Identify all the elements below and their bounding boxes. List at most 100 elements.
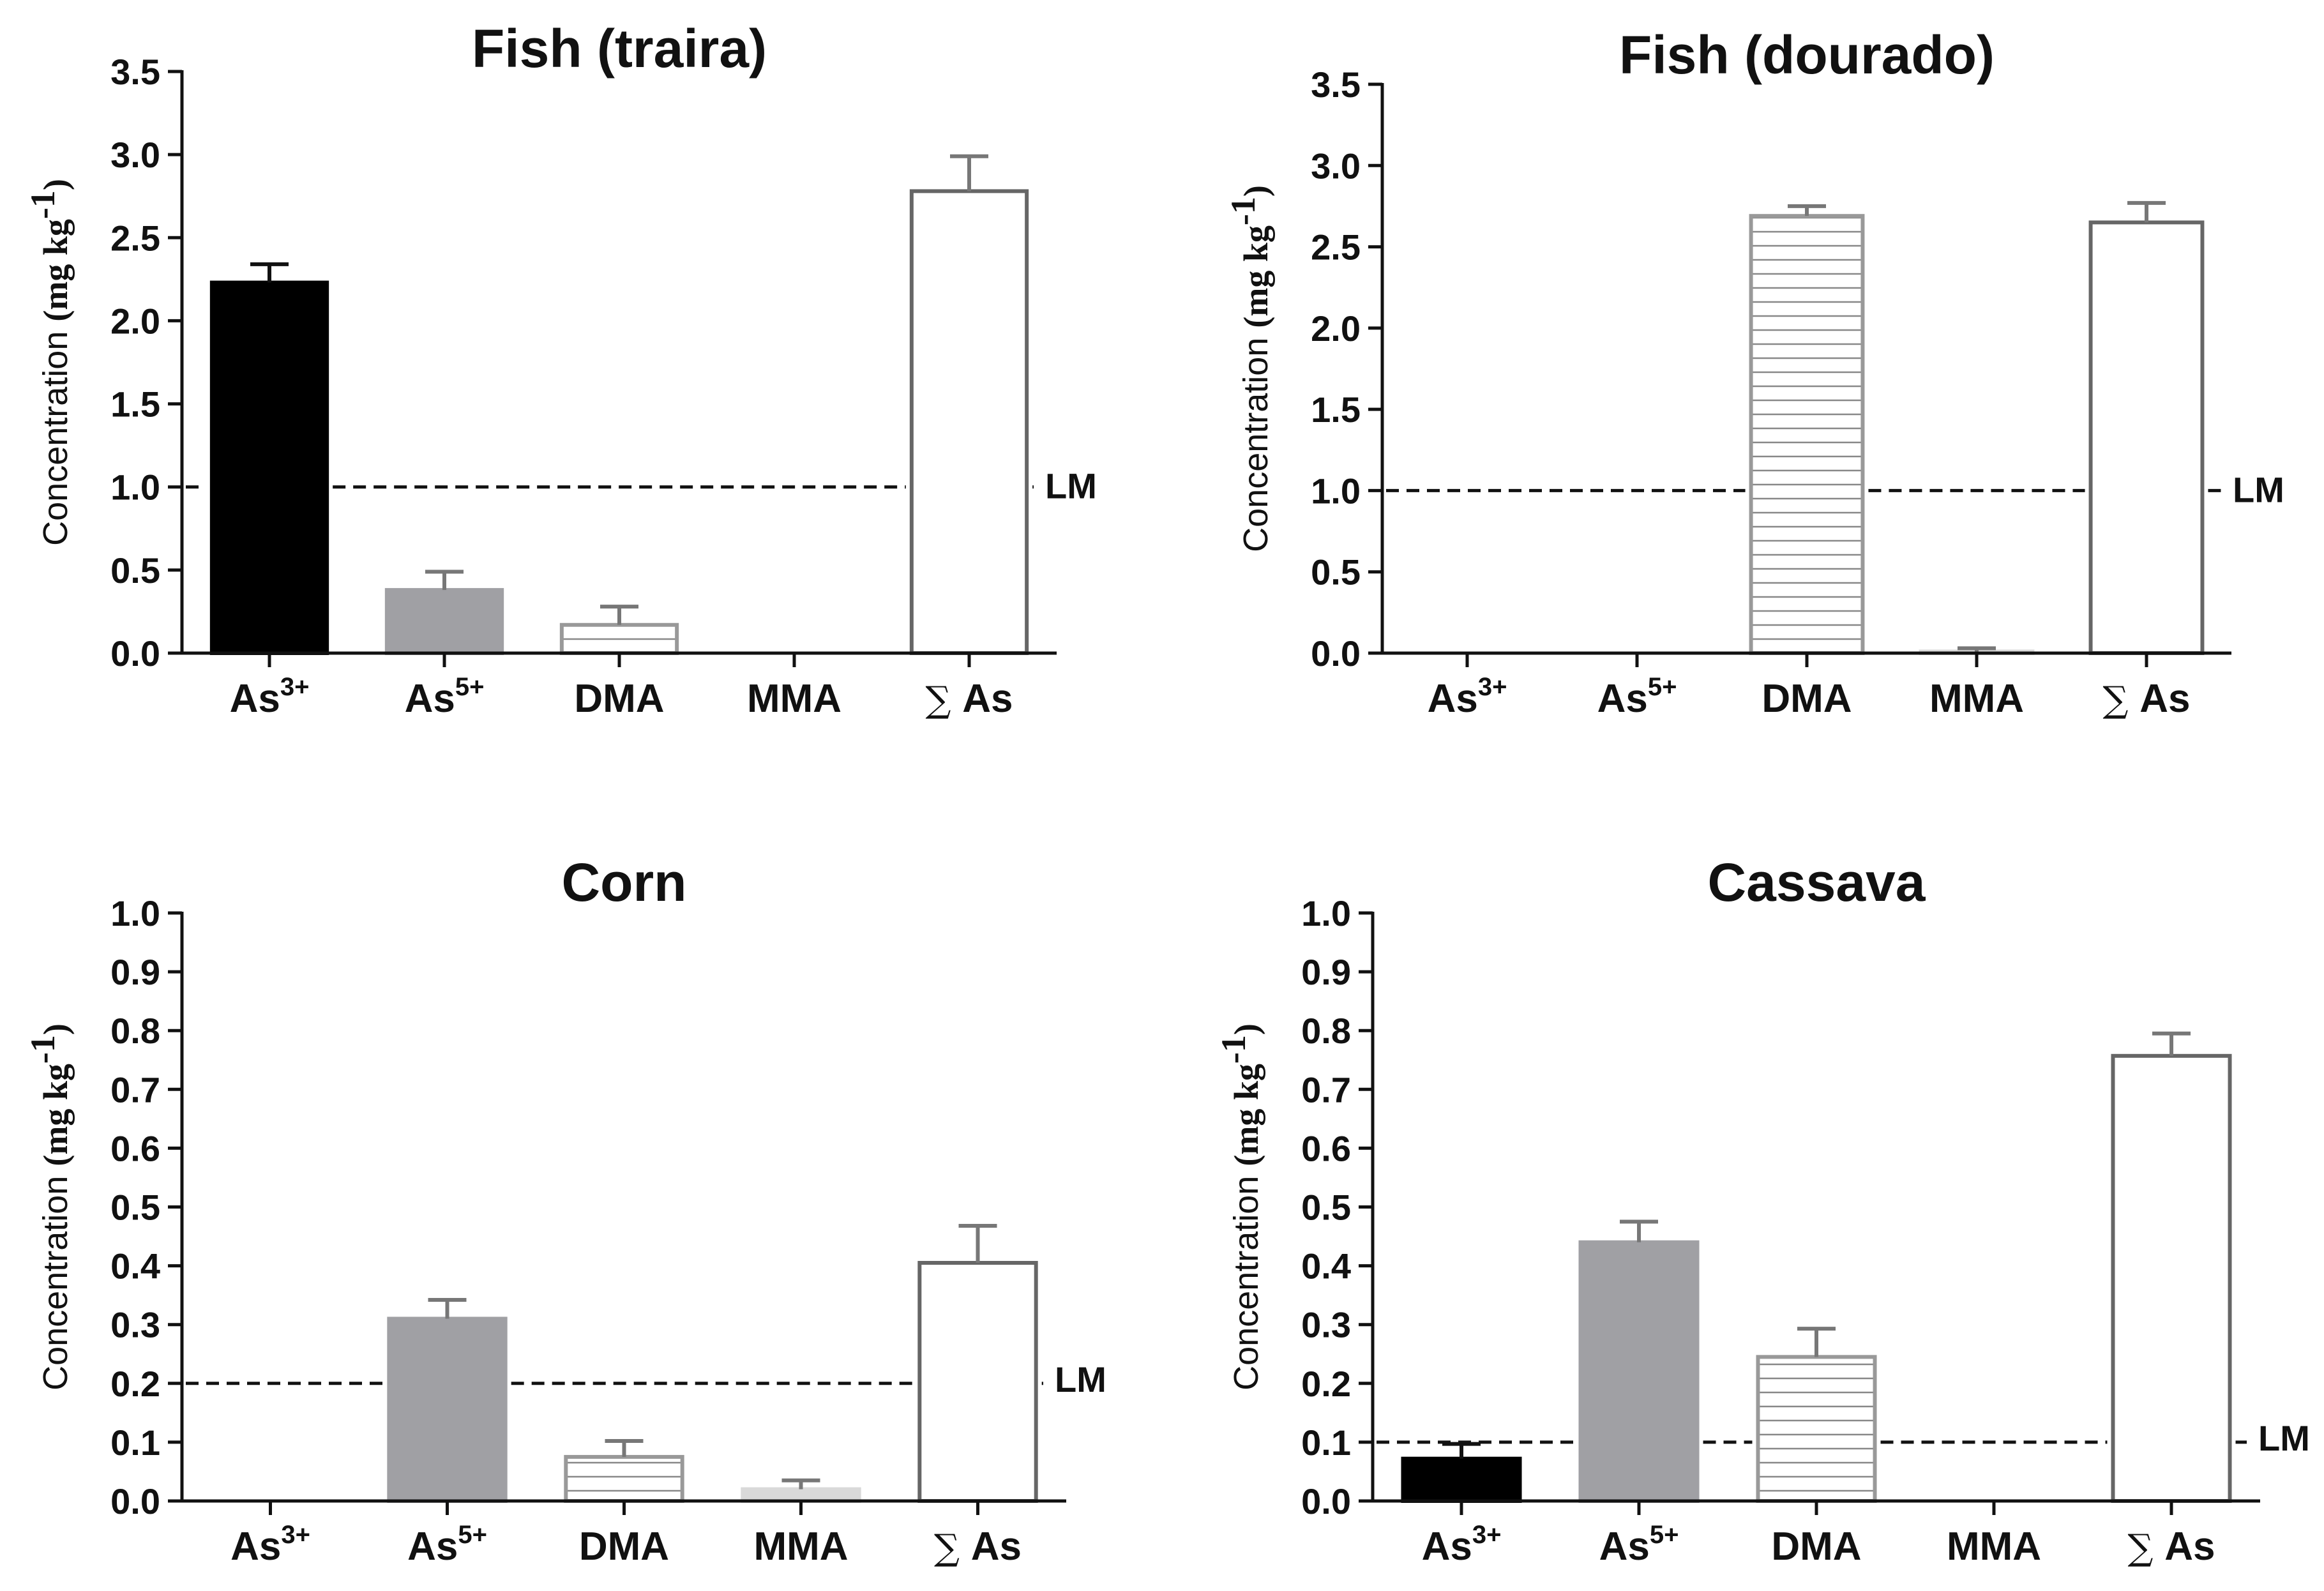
category-text: As: [1597, 677, 1648, 721]
bar-as3: [1401, 1456, 1522, 1503]
bar-sum-as: [909, 189, 1029, 655]
y-tick-label: 3.0: [1311, 146, 1361, 186]
y-axis-label-text: Concentration: [1227, 1166, 1265, 1391]
x-tick-label-as3: As3+: [230, 673, 310, 721]
chart-corn: Corn Concentration (mg kg-1) 0.0 0.1 0.2 0.3 0…: [24, 852, 1106, 1569]
y-tick-label: 0.2: [1301, 1364, 1351, 1404]
y-tick-label: 2.5: [110, 218, 160, 258]
category-text: As: [1428, 677, 1478, 721]
y-tick-label: 0.0: [1301, 1481, 1351, 1521]
bar-sum-as: [917, 1260, 1038, 1503]
y-tick-label: 1.0: [110, 893, 160, 933]
x-tick-label-dma: DMA: [1762, 677, 1852, 721]
x-tick-label-mma: MMA: [1929, 677, 2024, 721]
chart-panel-cassava: Cassava Concentration (mg kg-1) 0.0 0.1 0.2 0…: [1162, 796, 2324, 1591]
limit-label: LM: [2233, 469, 2284, 509]
x-tick-label-as3: As3+: [1422, 1521, 1502, 1569]
y-axis-label-text: Concentration: [36, 1166, 75, 1391]
y-axis-label-close: ): [36, 1023, 75, 1035]
category-text: As: [962, 677, 1013, 721]
sum-symbol: ∑: [934, 1527, 971, 1569]
y-tick-label: 0.8: [1301, 1011, 1351, 1051]
y-axis-label-text: Concentration: [36, 322, 75, 546]
y-tick-label: 0.8: [110, 1011, 160, 1051]
x-tick-label-sum-as: ∑ As: [2127, 1525, 2215, 1569]
bar-dma: [1749, 214, 1865, 655]
x-tick-label-as5: As5+: [1599, 1521, 1679, 1569]
y-tick-label: 1.0: [1311, 471, 1361, 511]
category-text: As: [407, 1525, 458, 1569]
y-tick-label: 0.3: [110, 1305, 160, 1345]
y-axis-label-close: ): [1227, 1023, 1265, 1035]
y-tick-label: 0.9: [110, 952, 160, 992]
category-text: DMA: [574, 677, 664, 721]
y-tick-label: 0.4: [110, 1246, 160, 1286]
y-axis-label-exponent: -1: [24, 190, 62, 219]
chart-fish-dourado: Fish (dourado) Concentration (mg kg-1) 0.0…: [1224, 25, 2284, 721]
sum-symbol: ∑: [925, 679, 962, 721]
category-text: As: [1599, 1525, 1650, 1569]
y-tick-label: 1.5: [1311, 389, 1361, 430]
y-axis-label: Concentration (mg kg-1): [1214, 1023, 1265, 1391]
category-superscript: 5+: [455, 673, 485, 701]
category-text: As: [230, 1525, 281, 1569]
category-superscript: 5+: [458, 1521, 487, 1549]
y-tick-label: 0.2: [110, 1364, 160, 1404]
y-axis-label: Concentration (mg kg-1): [1224, 185, 1275, 552]
category-text: MMA: [747, 677, 841, 721]
category-text: DMA: [1771, 1525, 1861, 1569]
category-text: MMA: [1947, 1525, 2041, 1569]
y-tick-label: 0.9: [1301, 952, 1351, 992]
y-axis-label-close: ): [36, 179, 75, 190]
y-tick-label: 2.0: [1311, 308, 1361, 349]
y-tick-label: 0.5: [110, 550, 160, 591]
limit-label: LM: [1045, 466, 1097, 506]
y-tick-label: 0.7: [1301, 1069, 1351, 1110]
chart-title: Cassava: [1708, 852, 1926, 912]
y-tick-label: 0.1: [1301, 1422, 1351, 1463]
category-text: As: [230, 677, 280, 721]
y-tick-label: 0.0: [110, 633, 160, 674]
x-tick-label-as5: As5+: [1597, 673, 1677, 721]
x-tick-label-sum-as: ∑ As: [934, 1525, 1022, 1569]
category-superscript: 3+: [1478, 673, 1507, 701]
x-tick-label-as5: As5+: [407, 1521, 487, 1569]
limit-label: LM: [2258, 1418, 2310, 1458]
x-tick-label-dma: DMA: [1771, 1525, 1861, 1569]
y-axis-label-unit: (mg kg: [1227, 1064, 1265, 1166]
y-axis-label-close: ): [1237, 185, 1275, 197]
y-tick-label: 3.5: [1311, 64, 1361, 105]
y-axis-label-exponent: -1: [24, 1035, 62, 1064]
category-superscript: 5+: [1650, 1521, 1679, 1549]
y-tick-label: 0.3: [1301, 1305, 1351, 1345]
y-axis-label: Concentration (mg kg-1): [24, 179, 75, 546]
y-tick-label: 3.5: [110, 52, 160, 92]
x-tick-label-sum-as: ∑ As: [925, 677, 1013, 721]
x-tick-label-as3: As3+: [230, 1521, 310, 1569]
x-tick-label-as5: As5+: [405, 673, 485, 721]
y-tick-label: 0.0: [110, 1481, 160, 1521]
bar-dma: [564, 1454, 684, 1504]
y-tick-label: 0.6: [1301, 1128, 1351, 1168]
chart-panel-corn: Corn Concentration (mg kg-1) 0.0 0.1 0.2 0.3 0…: [0, 796, 1162, 1591]
y-tick-label: 2.0: [110, 301, 160, 341]
chart-title: Fish (dourado): [1619, 25, 1995, 85]
y-tick-label: 0.6: [110, 1128, 160, 1168]
category-text: DMA: [579, 1525, 669, 1569]
y-tick-label: 0.5: [1301, 1188, 1351, 1228]
y-tick-label: 2.5: [1311, 227, 1361, 268]
bar-sum-as: [2088, 220, 2205, 655]
y-tick-label: 3.0: [110, 135, 160, 175]
x-tick-label-dma: DMA: [574, 677, 664, 721]
bar-as5: [387, 1316, 508, 1503]
sum-symbol: ∑: [2102, 679, 2139, 721]
category-text: As: [405, 677, 455, 721]
y-tick-label: 1.0: [1301, 893, 1351, 933]
y-axis-label-text: Concentration: [1237, 328, 1275, 552]
y-tick-label: 0.5: [110, 1188, 160, 1228]
x-tick-label-mma: MMA: [747, 677, 841, 721]
category-superscript: 3+: [1472, 1521, 1502, 1549]
y-tick-label: 0.4: [1301, 1246, 1351, 1286]
y-tick-label: 0.7: [110, 1069, 160, 1110]
y-tick-label: 0.1: [110, 1422, 160, 1463]
